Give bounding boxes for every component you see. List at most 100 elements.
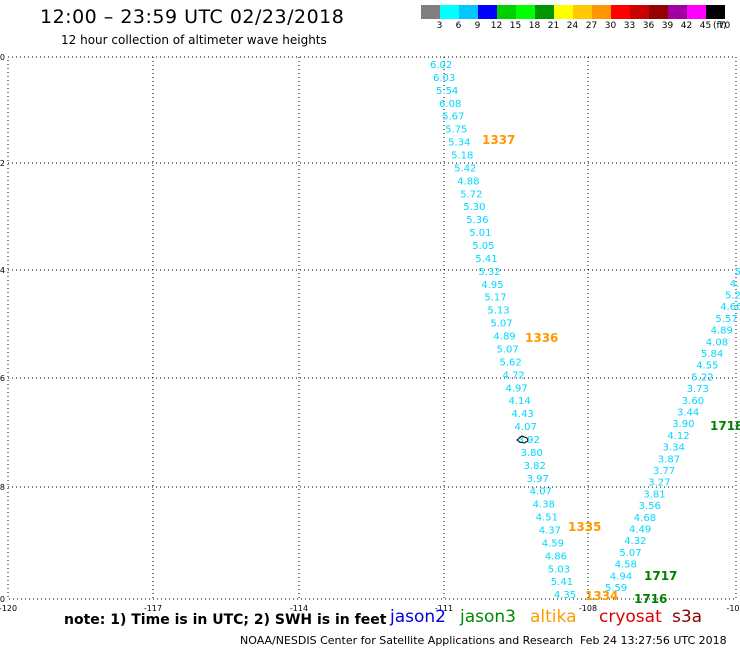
time-label: 1716 <box>634 592 667 606</box>
wave-height-value: 3.97 <box>527 474 549 485</box>
wave-height-value: 3.82 <box>524 461 546 472</box>
wave-height-value: 5.32 <box>478 267 500 278</box>
lat-label: -26 <box>0 374 5 383</box>
wave-height-value: 5.18 <box>451 151 473 162</box>
wave-height-value: 3.56 <box>639 501 661 512</box>
scale-label: 33 <box>623 21 636 31</box>
scale-swatch <box>573 5 592 19</box>
wave-height-value: 5.17 <box>484 293 506 304</box>
lon-label: -111 <box>435 604 453 613</box>
footer-credit: NOAA/NESDIS Center for Satellite Applica… <box>240 634 574 647</box>
wave-height-value: 5.72 <box>460 189 482 200</box>
wave-height-value: 3.77 <box>653 466 675 477</box>
wave-height-value: 4.51 <box>536 513 558 524</box>
scale-swatch <box>554 5 573 19</box>
wave-height-value: 5.01 <box>469 228 491 239</box>
wave-height-value: 5.41 <box>475 254 497 265</box>
wave-height-value: 5 <box>735 267 740 278</box>
wave-height-value: 5.22 <box>691 372 713 383</box>
wave-height-value: 6.03 <box>433 73 455 84</box>
wave-height-value: 3.87 <box>658 454 680 465</box>
time-label: 1334 <box>585 589 618 603</box>
wave-height-value: 4.43 <box>512 409 534 420</box>
wave-height-value: 5.36 <box>466 215 488 226</box>
wave-height-value: 4.72 <box>502 370 524 381</box>
scale-swatch <box>516 5 535 19</box>
scale-swatch <box>535 5 554 19</box>
wave-height-value: 5.07 <box>496 344 518 355</box>
lat-label: -22 <box>0 159 5 168</box>
wave-height-value: 5.67 <box>442 112 464 123</box>
scale-swatch <box>497 5 516 19</box>
wave-height-value: 5.30 <box>463 202 485 213</box>
legend-jason3: jason3 <box>460 607 516 627</box>
lat-label: -24 <box>0 266 5 275</box>
scale-swatch <box>440 5 459 19</box>
wave-height-value: 4.49 <box>629 525 651 536</box>
wave-height-value: 4.58 <box>615 560 637 571</box>
wave-height-value: 4.38 <box>533 500 555 511</box>
wave-height-value: 5.84 <box>701 349 723 360</box>
wave-height-value: 4.32 <box>624 536 646 547</box>
scale-label: 18 <box>528 21 541 31</box>
wave-height-value: 4.12 <box>667 431 689 442</box>
wave-height-value: 5.59 <box>605 583 627 594</box>
scale-label: 45 <box>699 21 712 31</box>
wave-height-value: 4.14 <box>509 396 531 407</box>
scale-label: 24 <box>566 21 579 31</box>
wave-height-value: 4.94 <box>610 571 632 582</box>
wave-height-value: 5.41 <box>551 577 573 588</box>
wave-height-value: 5.42 <box>454 163 476 174</box>
scale-label: 30 <box>604 21 617 31</box>
wave-height-value: 3.44 <box>677 408 699 419</box>
scale-swatch <box>649 5 668 19</box>
scale-label: 3 <box>436 21 443 31</box>
lat-label: -30 <box>0 595 5 604</box>
wave-height-value: 5.05 <box>472 241 494 252</box>
scale-label: 9 <box>474 21 481 31</box>
scale-label: 15 <box>509 21 522 31</box>
wave-height-value: 3.80 <box>521 448 543 459</box>
wave-height-value: 4.35 <box>554 590 576 601</box>
time-label: 1335 <box>568 520 601 534</box>
wave-height-value: 4.86 <box>545 551 567 562</box>
lon-label: -108 <box>579 604 597 613</box>
lon-label: -117 <box>144 604 162 613</box>
scale-swatch <box>421 5 440 19</box>
scale-swatch <box>478 5 497 19</box>
wave-height-value: 3.92 <box>518 435 540 446</box>
lat-label: -20 <box>0 53 5 62</box>
scale-label: 36 <box>642 21 655 31</box>
wave-height-value: 4.55 <box>696 361 718 372</box>
wave-height-value: 3.90 <box>672 419 694 430</box>
wave-height-value: 4.59 <box>542 538 564 549</box>
scale-label: 70 <box>718 21 731 31</box>
scale-label: 6 <box>455 21 462 31</box>
time-label: 1717 <box>644 569 677 583</box>
lon-label: -114 <box>290 604 308 613</box>
wave-height-value: 5.03 <box>548 564 570 575</box>
lat-label: -28 <box>0 483 5 492</box>
scale-label: 21 <box>547 21 560 31</box>
wave-height-value: 5.2 <box>725 291 740 302</box>
scale-label: 12 <box>490 21 503 31</box>
color-scale-unit: (ft) <box>713 21 727 31</box>
wave-height-value: 4.08 <box>706 337 728 348</box>
wave-height-value: 5.54 <box>436 86 458 97</box>
scale-swatch <box>611 5 630 19</box>
map-frame <box>7 56 737 600</box>
scale-label: 42 <box>680 21 693 31</box>
wave-height-value: 5.34 <box>448 138 470 149</box>
wave-height-value: 4.07 <box>515 422 537 433</box>
legend-s3a: s3a <box>672 607 703 627</box>
time-label: 1336 <box>525 331 558 345</box>
wave-height-value: 4.37 <box>539 525 561 536</box>
wave-height-value: 5.07 <box>619 548 641 559</box>
time-label: 1337 <box>482 133 515 147</box>
scale-swatch <box>668 5 687 19</box>
wave-height-value: 6.02 <box>430 60 452 71</box>
legend-altika: altika <box>530 607 577 627</box>
wave-height-value: 4.88 <box>457 176 479 187</box>
wave-height-value: 3.81 <box>643 489 665 500</box>
